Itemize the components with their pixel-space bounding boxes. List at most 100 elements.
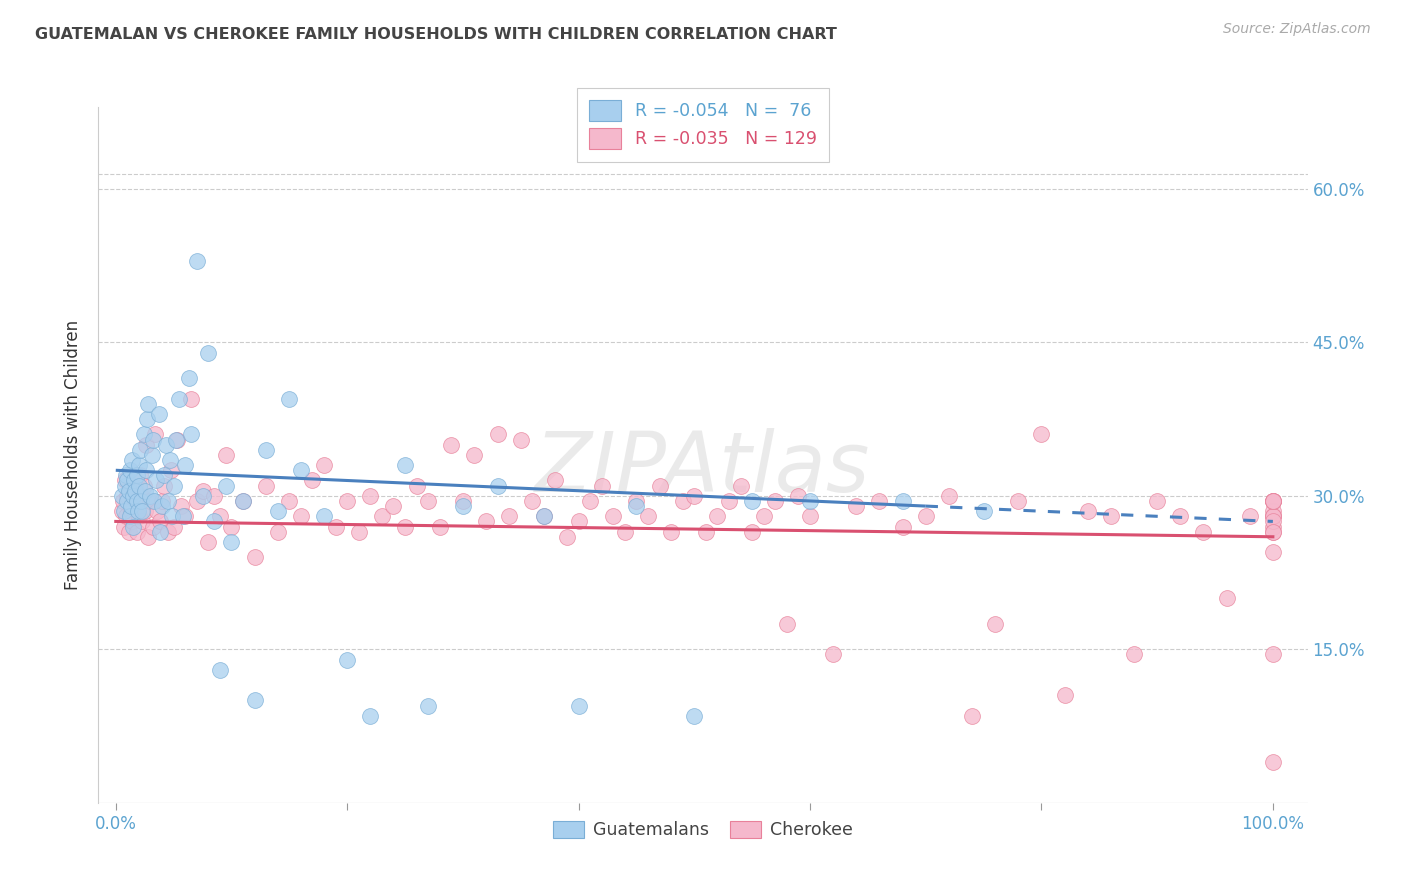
- Point: [208, 509, 231, 524]
- Point: [1123, 648, 1146, 662]
- Point: [418, 494, 440, 508]
- Point: [312, 458, 335, 472]
- Point: [568, 515, 591, 529]
- Point: [544, 474, 567, 488]
- Point: [1146, 494, 1168, 508]
- Text: ZIPAtlas: ZIPAtlas: [536, 428, 870, 509]
- Point: [579, 494, 602, 508]
- Point: [1007, 494, 1029, 508]
- Point: [533, 509, 555, 524]
- Point: [325, 519, 347, 533]
- Point: [359, 708, 381, 723]
- Point: [555, 530, 578, 544]
- Point: [221, 534, 243, 549]
- Point: [267, 524, 290, 539]
- Point: [128, 458, 150, 472]
- Point: [134, 483, 156, 498]
- Point: [128, 509, 150, 524]
- Point: [162, 509, 184, 524]
- Point: [418, 698, 440, 713]
- Point: [124, 474, 146, 488]
- Point: [117, 474, 139, 488]
- Point: [124, 499, 146, 513]
- Point: [153, 478, 176, 492]
- Point: [1261, 509, 1284, 524]
- Point: [127, 504, 149, 518]
- Point: [626, 494, 648, 508]
- Point: [706, 509, 728, 524]
- Point: [290, 509, 312, 524]
- Point: [135, 438, 157, 452]
- Point: [394, 519, 416, 533]
- Point: [1261, 504, 1284, 518]
- Point: [117, 489, 139, 503]
- Point: [254, 442, 277, 457]
- Point: [648, 478, 671, 492]
- Point: [984, 616, 1007, 631]
- Y-axis label: Family Households with Children: Family Households with Children: [65, 320, 83, 590]
- Point: [718, 494, 741, 508]
- Point: [799, 509, 821, 524]
- Point: [451, 494, 474, 508]
- Point: [122, 519, 145, 533]
- Point: [125, 468, 148, 483]
- Point: [117, 483, 139, 498]
- Point: [278, 494, 301, 508]
- Point: [451, 499, 474, 513]
- Point: [139, 494, 162, 508]
- Point: [112, 504, 135, 518]
- Point: [845, 499, 868, 513]
- Point: [267, 504, 290, 518]
- Point: [1099, 509, 1122, 524]
- Point: [174, 458, 197, 472]
- Point: [1053, 689, 1076, 703]
- Point: [172, 509, 194, 524]
- Point: [208, 663, 231, 677]
- Point: [938, 489, 960, 503]
- Point: [150, 499, 173, 513]
- Point: [336, 494, 359, 508]
- Point: [165, 433, 187, 447]
- Point: [117, 524, 139, 539]
- Point: [1261, 648, 1284, 662]
- Point: [143, 427, 166, 442]
- Point: [159, 453, 181, 467]
- Point: [1261, 755, 1284, 769]
- Point: [1261, 515, 1284, 529]
- Point: [336, 652, 359, 666]
- Point: [1261, 545, 1284, 559]
- Point: [405, 478, 427, 492]
- Point: [160, 463, 183, 477]
- Point: [533, 509, 555, 524]
- Point: [278, 392, 301, 406]
- Point: [110, 504, 132, 518]
- Point: [1261, 494, 1284, 508]
- Point: [142, 519, 165, 533]
- Point: [174, 509, 197, 524]
- Point: [125, 494, 148, 508]
- Point: [128, 478, 150, 492]
- Point: [156, 524, 179, 539]
- Point: [148, 407, 170, 421]
- Point: [429, 519, 451, 533]
- Point: [254, 478, 277, 492]
- Point: [1168, 509, 1191, 524]
- Point: [131, 504, 153, 518]
- Point: [136, 397, 159, 411]
- Point: [180, 392, 202, 406]
- Point: [114, 478, 136, 492]
- Point: [1261, 494, 1284, 508]
- Point: [117, 494, 139, 508]
- Point: [121, 453, 143, 467]
- Point: [143, 494, 166, 508]
- Point: [914, 509, 936, 524]
- Point: [891, 494, 914, 508]
- Point: [232, 494, 254, 508]
- Point: [290, 463, 312, 477]
- Point: [186, 494, 208, 508]
- Point: [730, 478, 752, 492]
- Point: [120, 499, 142, 513]
- Point: [221, 519, 243, 533]
- Point: [177, 371, 200, 385]
- Point: [121, 515, 143, 529]
